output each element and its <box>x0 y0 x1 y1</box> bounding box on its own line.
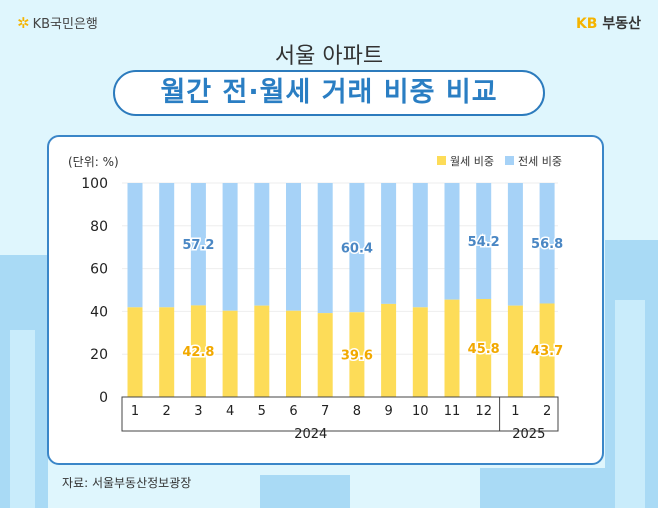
legend-swatch-jeonse <box>505 156 514 165</box>
x-tick-label: 2 <box>163 404 171 419</box>
y-tick-label: 40 <box>90 304 108 320</box>
bar-jeonse <box>127 183 143 308</box>
subtitle: 서울 아파트 <box>274 44 384 69</box>
bar-jeonse <box>381 183 397 304</box>
bar-monthly <box>381 303 397 397</box>
bar-monthly <box>507 305 523 397</box>
bar-jeonse <box>539 183 555 304</box>
bar-jeonse <box>254 183 270 306</box>
x-tick-label: 9 <box>384 404 392 419</box>
bar-monthly <box>412 307 428 397</box>
x-tick-label: 1 <box>131 404 139 419</box>
y-tick-label: 60 <box>90 262 108 278</box>
data-label-monthly: 39.6 <box>341 349 373 364</box>
source-note: 자료: 서울부동산정보광장 <box>62 476 192 490</box>
x-tick-label: 1 <box>511 404 519 419</box>
bar-jeonse <box>412 183 428 308</box>
x-tick-label: 7 <box>321 404 329 419</box>
bar-monthly <box>476 298 492 397</box>
data-label-jeonse: 56.8 <box>531 237 563 252</box>
legend-swatch-monthly <box>437 156 446 165</box>
x-tick-label: 12 <box>475 404 492 419</box>
bar-monthly <box>349 312 365 397</box>
unit-label: (단위: %) <box>68 155 119 169</box>
bar-monthly <box>254 305 270 397</box>
legend-label-monthly: 월세 비중 <box>450 155 494 168</box>
data-label-jeonse: 54.2 <box>468 235 500 250</box>
bar-monthly <box>444 299 460 397</box>
x-tick-label: 4 <box>226 404 234 419</box>
y-tick-label: 80 <box>90 219 108 235</box>
bar-jeonse <box>349 183 365 313</box>
x-tick-label: 11 <box>444 404 461 419</box>
data-label-monthly: 42.8 <box>182 345 214 360</box>
year-label: 2024 <box>294 427 327 442</box>
y-tick-label: 20 <box>90 347 108 363</box>
kb-bank-logo: ✲ KB국민은행 <box>17 13 98 33</box>
x-tick-label: 2 <box>543 404 551 419</box>
kb-star-icon: ✲ <box>17 13 30 32</box>
bar-jeonse <box>317 183 333 314</box>
bar-jeonse <box>222 183 238 311</box>
x-tick-label: 3 <box>194 404 202 419</box>
y-tick-label: 0 <box>99 390 108 406</box>
data-label-monthly: 43.7 <box>531 344 563 359</box>
year-label: 2025 <box>512 427 545 442</box>
bar-jeonse <box>476 183 492 299</box>
x-tick-label: 6 <box>289 404 297 419</box>
bar-jeonse <box>190 183 206 306</box>
bar-jeonse <box>286 183 301 311</box>
bar-monthly <box>317 313 333 397</box>
data-label-jeonse: 60.4 <box>341 242 373 257</box>
bar-jeonse <box>444 183 460 300</box>
bar-jeonse <box>159 183 175 308</box>
bar-monthly <box>127 307 143 397</box>
data-label-monthly: 45.8 <box>468 342 500 357</box>
x-tick-label: 10 <box>412 404 429 419</box>
kb-realestate-logo: KB 부동산 <box>575 16 641 32</box>
legend-label-jeonse: 전세 비중 <box>518 155 562 168</box>
bar-monthly <box>539 303 555 397</box>
bar-monthly <box>159 307 175 397</box>
x-axis-box <box>121 396 559 432</box>
bar-monthly <box>286 310 301 397</box>
bar-monthly <box>190 305 206 397</box>
bar-jeonse <box>507 183 523 306</box>
bar-monthly <box>222 310 238 397</box>
x-tick-label: 8 <box>353 404 361 419</box>
page-title: 월간 전·월세 거래 비중 비교 <box>113 70 545 116</box>
y-tick-label: 100 <box>81 176 108 192</box>
data-label-jeonse: 57.2 <box>182 238 214 253</box>
x-tick-label: 5 <box>258 404 266 419</box>
